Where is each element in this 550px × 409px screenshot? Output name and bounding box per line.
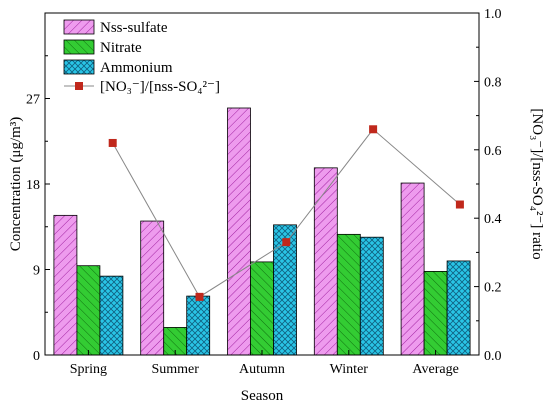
bar-nitrate-spring [76,265,101,356]
bar-sulfate-average [400,182,425,356]
ratio-point-autumn [282,238,291,247]
y-tick-label: 0 [33,349,40,364]
x-tick-label: Spring [70,362,107,377]
y-tick-label: 18 [26,178,40,193]
x-tick-label: Average [412,362,458,377]
bar-ammonium-summer [186,295,211,356]
y-axis-title: Concentration (μg/m³) [8,117,24,252]
x-tick-label: Summer [151,362,199,377]
legend-label-nitrate: Nitrate [100,40,142,56]
bar-sulfate-autumn [227,107,251,356]
bar-ammonium-spring [99,275,124,356]
y-tick-label: 9 [33,264,40,279]
legend-swatch-ammonium [63,59,95,75]
y-right-tick-label: 0.4 [484,212,502,227]
bar-ammonium-average [446,260,471,356]
y-right-tick-label: 0.0 [484,349,502,364]
y-axis-right-title: [NO₃⁻]/[nss-SO₄²⁻] ratio [529,108,545,259]
legend-swatch-sulfate [63,19,95,35]
y-right-tick-label: 0.6 [484,144,502,159]
y-right-tick-label: 1.0 [484,7,502,22]
x-tick-label: Autumn [239,362,285,377]
ratio-layer [108,125,464,301]
bar-nitrate-winter [336,233,361,356]
ratio-point-winter [369,125,378,134]
bar-nitrate-autumn [250,261,274,356]
legend-swatch-nitrate [63,39,95,55]
legend: Nss-sulfate Nitrate Ammonium [NO₃⁻]/[nss… [63,19,220,95]
axes-layer: 0 9 18 27 0.0 0.2 0.4 0.6 0.8 1.0 Spring Summer Autu… [26,7,502,377]
bars-layer [53,107,471,356]
ratio-point-average [455,200,464,209]
y-right-tick-label: 0.8 [484,75,502,90]
y-tick-label: 27 [26,93,40,108]
legend-label-sulfate: Nss-sulfate [100,20,168,36]
ratio-point-summer [195,292,204,301]
legend-ratio-marker [75,82,83,90]
bar-ammonium-winter [359,236,384,356]
y-right-tick-label: 0.2 [484,281,502,296]
ratio-point-spring [108,138,117,147]
bar-nitrate-average [423,270,448,356]
bar-sulfate-winter [313,167,338,356]
bar-sulfate-spring [53,214,78,356]
legend-label-ammonium: Ammonium [100,60,173,76]
bar-sulfate-summer [140,220,165,356]
x-axis-title: Season [241,388,284,404]
x-tick-label: Winter [330,362,369,377]
legend-label-ratio: [NO₃⁻]/[nss-SO₄²⁻] [100,79,220,95]
